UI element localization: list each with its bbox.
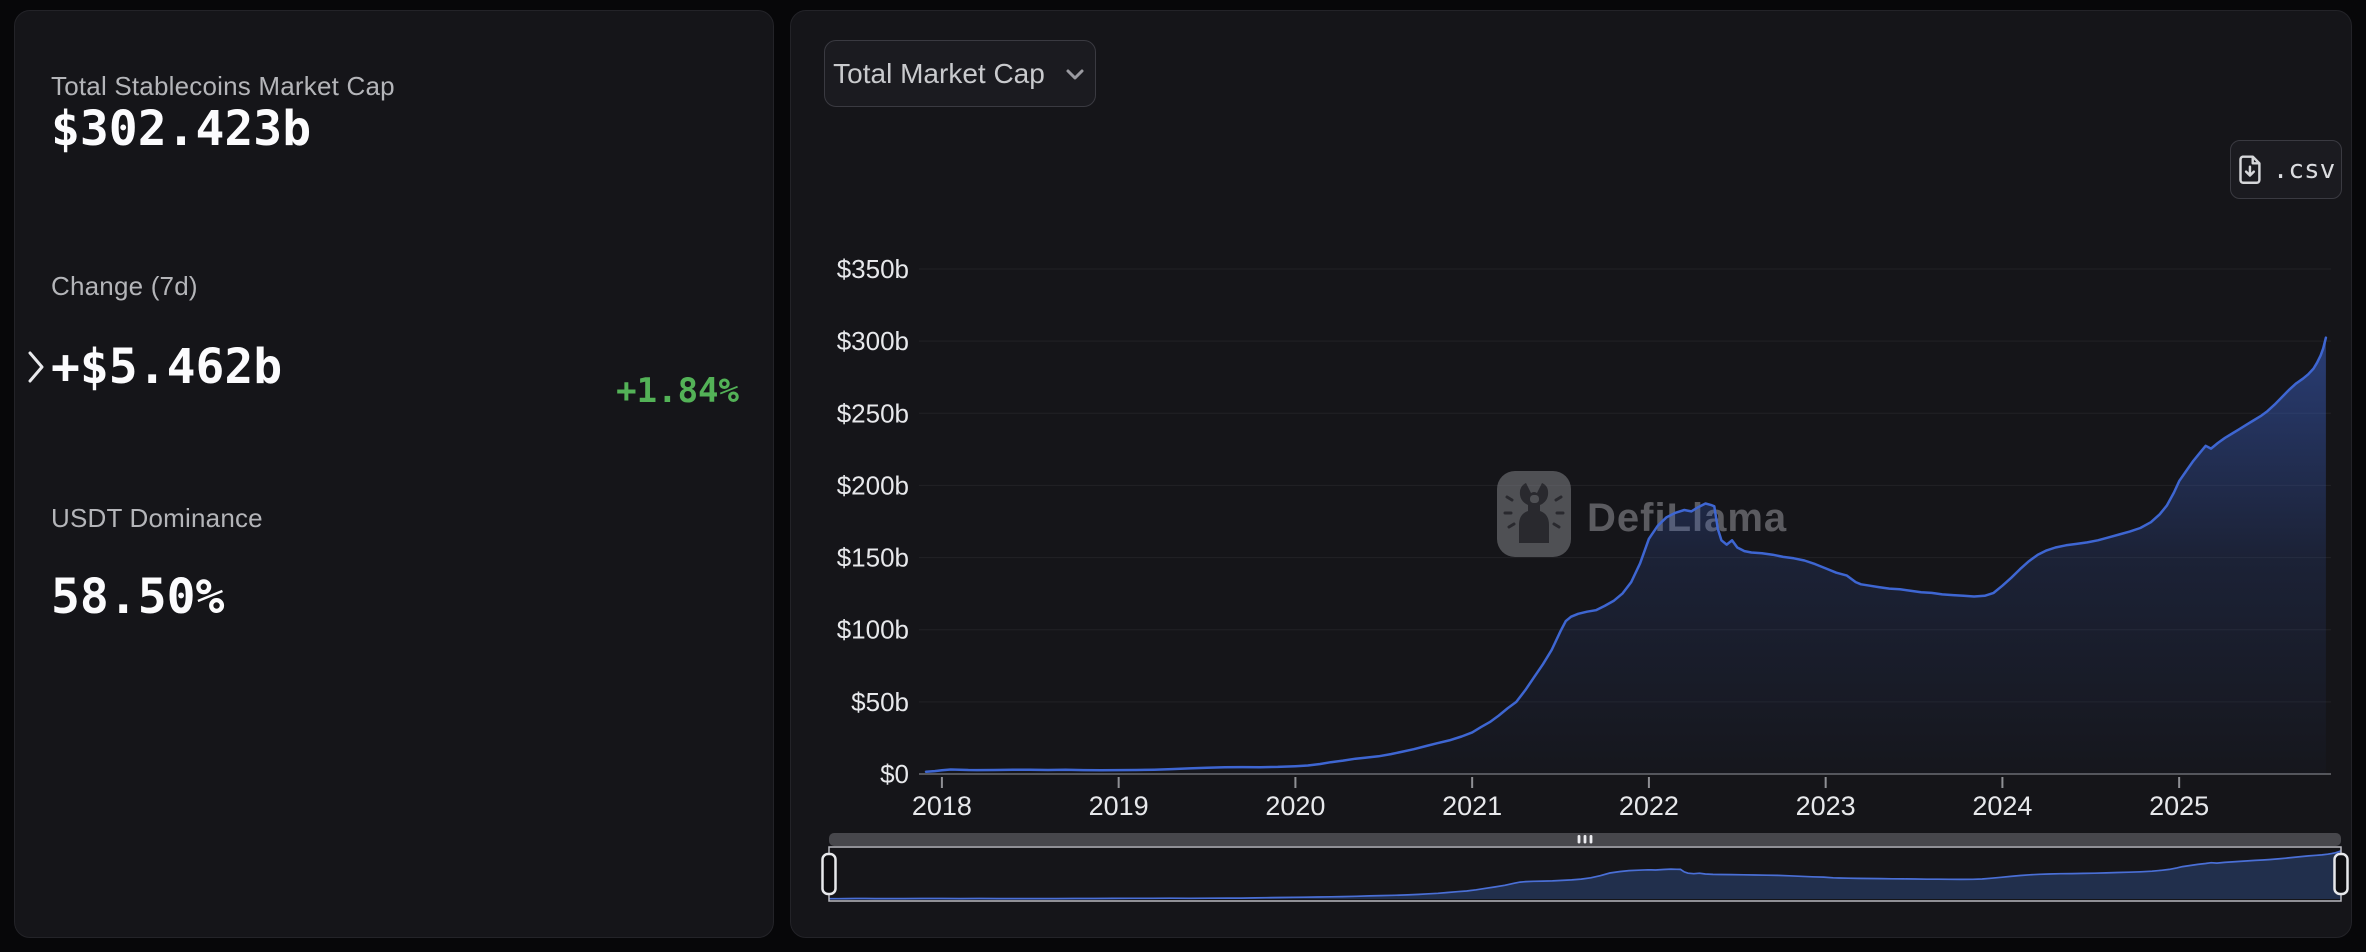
market-cap-chart: DefiLlama $0 $50b $100b $150b $200b $250b $300… (821, 254, 2349, 902)
y-axis-label: $350b (837, 254, 909, 284)
x-axis-label: 2023 (1796, 791, 1856, 821)
total-mcap-label: Total Stablecoins Market Cap (51, 71, 395, 101)
scrollbar-grip[interactable] (1583, 835, 1587, 844)
chart-brush (821, 833, 2349, 902)
y-axis-label: $200b (837, 470, 909, 500)
defillama-watermark: DefiLlama (1497, 471, 1786, 557)
x-axis-label: 2020 (1265, 791, 1325, 821)
y-axis-label: $50b (851, 687, 909, 717)
total-mcap-value: $302.423b (51, 101, 312, 157)
y-axis-label: $250b (837, 398, 909, 428)
x-axis-label: 2025 (2149, 791, 2209, 821)
brush-minichart-line (829, 850, 2342, 900)
usdt-dominance-label: USDT Dominance (51, 503, 263, 533)
metric-dropdown-button[interactable]: Total Market Cap (824, 40, 1096, 107)
chart-axes: $0 $50b $100b $150b $200b $250b $300b $350b 2018… (837, 254, 2210, 821)
file-download-icon (2238, 154, 2261, 184)
scrollbar-grip[interactable] (1577, 835, 1581, 844)
defillama-logo-icon (1497, 471, 1571, 557)
y-axis-label: $0 (880, 759, 909, 789)
chart-area-fill (926, 337, 2326, 774)
y-axis-label: $300b (837, 326, 909, 356)
stats-panel: Total Stablecoins Market Cap $302.423b C… (14, 10, 774, 938)
change-7d-value: +$5.462b (51, 339, 283, 395)
chevron-right-icon (28, 351, 44, 383)
change-7d-percent: +1.84% (616, 371, 739, 411)
change-7d-label: Change (7d) (51, 271, 198, 301)
y-axis-label: $100b (837, 615, 909, 645)
x-axis-label: 2024 (1972, 791, 2032, 821)
csv-button-label: .csv (2272, 154, 2336, 185)
x-axis-label: 2018 (912, 791, 972, 821)
brush-handle-left[interactable] (821, 852, 837, 896)
usdt-dominance-value: 58.50% (51, 569, 225, 625)
brush-minichart-area (829, 850, 2341, 899)
metric-dropdown-label: Total Market Cap (833, 57, 1045, 89)
y-axis-label: $150b (837, 543, 909, 573)
scrollbar-grip[interactable] (1589, 835, 1593, 844)
x-axis-label: 2019 (1089, 791, 1149, 821)
x-axis-label: 2021 (1442, 791, 1502, 821)
brush-handle-right[interactable] (2333, 852, 2349, 896)
x-axis-label: 2022 (1619, 791, 1679, 821)
chart-panel: DefiLlama $0 $50b $100b $150b $200b $250b $300… (790, 10, 2352, 938)
chart-series (924, 336, 2328, 774)
chevron-down-icon (1066, 69, 1084, 79)
chart-line (924, 336, 2328, 773)
expand-chevron-button[interactable] (17, 348, 55, 388)
download-csv-button[interactable]: .csv (2230, 140, 2342, 199)
